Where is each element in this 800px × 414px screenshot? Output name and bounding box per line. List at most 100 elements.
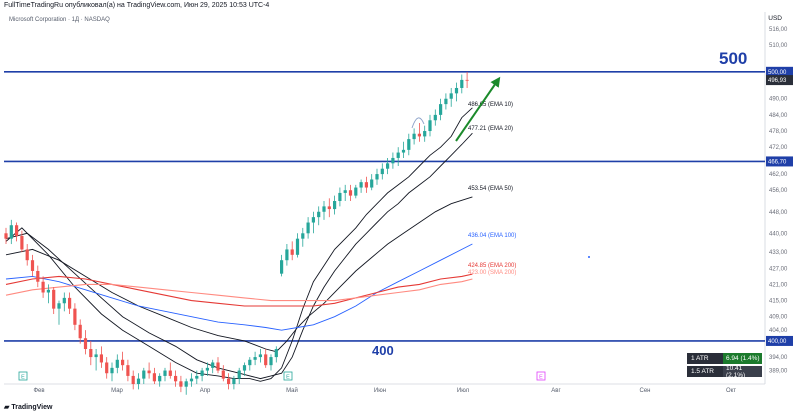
candle-body[interactable] [105, 362, 109, 374]
candle-body[interactable] [280, 260, 284, 274]
candle-body[interactable] [423, 131, 427, 137]
event-marker-may[interactable]: E [283, 371, 293, 381]
candle-body[interactable] [152, 373, 156, 382]
candle-body[interactable] [428, 120, 432, 132]
candle-body[interactable] [184, 381, 188, 387]
candle-body[interactable] [454, 87, 459, 94]
candle-body[interactable] [322, 206, 326, 212]
price-axis-tick: 415,00 [769, 299, 788, 305]
candle-body[interactable] [89, 349, 93, 358]
candle-body[interactable] [417, 133, 421, 137]
candle-body[interactable] [136, 378, 141, 384]
candle-body[interactable] [36, 270, 40, 282]
candle-body[interactable] [158, 375, 162, 382]
candle-body[interactable] [52, 289, 56, 309]
candle-body[interactable] [295, 238, 300, 255]
candle-body[interactable] [25, 249, 29, 261]
tradingview-logo[interactable]: ▰ TradingView [4, 403, 52, 411]
candle-body[interactable] [30, 260, 35, 271]
candle-body[interactable] [9, 225, 13, 239]
candle-body[interactable] [221, 370, 225, 379]
candle-body[interactable] [46, 289, 50, 293]
candle-body[interactable] [211, 362, 215, 368]
candle-body[interactable] [99, 354, 103, 363]
candle-body[interactable] [465, 79, 469, 81]
candle-body[interactable] [248, 359, 252, 366]
candle-body[interactable] [327, 206, 331, 210]
candle-body[interactable] [232, 378, 236, 384]
candle-body[interactable] [412, 133, 416, 140]
candle-body[interactable] [396, 152, 400, 158]
event-marker-jul[interactable]: E [536, 371, 546, 381]
candle-body[interactable] [20, 235, 24, 250]
candle-body[interactable] [110, 367, 114, 374]
candle-body[interactable] [147, 370, 151, 374]
candle-body[interactable] [258, 354, 262, 358]
candle-body[interactable] [253, 357, 257, 360]
candle-body[interactable] [168, 370, 172, 376]
candle-body[interactable] [274, 349, 278, 358]
candle-body[interactable] [306, 222, 310, 234]
candle-body[interactable] [348, 190, 353, 196]
candle-body[interactable] [41, 281, 45, 293]
candle-body[interactable] [62, 297, 66, 304]
series-line [5, 107, 473, 382]
candle-body[interactable] [227, 378, 231, 384]
tradingview-logo-text: TradingView [11, 404, 53, 411]
candle-body[interactable] [131, 375, 135, 384]
candle-body[interactable] [439, 104, 443, 115]
candle-body[interactable] [242, 365, 247, 371]
candle-body[interactable] [285, 249, 289, 261]
candle-body[interactable] [174, 375, 178, 382]
candle-body[interactable] [57, 303, 61, 309]
candle-body[interactable] [359, 182, 363, 188]
candle-body[interactable] [391, 157, 395, 164]
candle-body[interactable] [126, 365, 130, 376]
candle-body[interactable] [94, 354, 98, 358]
candle-body[interactable] [386, 163, 390, 169]
candle-body[interactable] [290, 249, 294, 255]
candle-body[interactable] [401, 149, 406, 153]
candle-body[interactable] [338, 192, 342, 201]
candle-body[interactable] [444, 98, 448, 105]
candle-body[interactable] [301, 233, 305, 239]
event-marker-feb[interactable]: E [18, 371, 28, 381]
candle-body[interactable] [354, 187, 358, 196]
candle-body[interactable] [189, 378, 194, 382]
candle-body[interactable] [15, 225, 19, 236]
candle-body[interactable] [433, 114, 437, 121]
candle-body[interactable] [460, 79, 464, 88]
candle-body[interactable] [269, 357, 273, 366]
candle-body[interactable] [4, 233, 8, 239]
series-line [5, 273, 473, 307]
candle-body[interactable] [375, 174, 379, 180]
candle-body[interactable] [216, 362, 220, 371]
candle-body[interactable] [317, 211, 321, 218]
candle-body[interactable] [311, 217, 315, 223]
candle-body[interactable] [370, 179, 374, 188]
candle-body[interactable] [380, 168, 384, 175]
candle-body[interactable] [179, 381, 183, 387]
candle-body[interactable] [205, 367, 209, 371]
candle-body[interactable] [83, 338, 88, 350]
candle-body[interactable] [237, 370, 241, 379]
candle-body[interactable] [195, 375, 199, 379]
time-axis-tick: Мар [111, 388, 123, 394]
candle-body[interactable] [142, 370, 146, 379]
candle-body[interactable] [200, 370, 204, 376]
price-axis-tick: 394,00 [769, 355, 788, 361]
candle-body[interactable] [121, 359, 125, 366]
candle-body[interactable] [264, 354, 268, 366]
candle-body[interactable] [163, 370, 167, 376]
candle-body[interactable] [343, 190, 347, 193]
candle-body[interactable] [68, 297, 72, 309]
candle-body[interactable] [333, 201, 337, 210]
candle-body[interactable] [364, 182, 368, 188]
candle-body[interactable] [78, 324, 82, 339]
candle-body[interactable] [115, 359, 119, 368]
candle-body[interactable] [73, 308, 77, 325]
candle-body[interactable] [407, 139, 411, 150]
time-axis-tick: Май [286, 387, 298, 394]
candle-body[interactable] [449, 93, 453, 99]
